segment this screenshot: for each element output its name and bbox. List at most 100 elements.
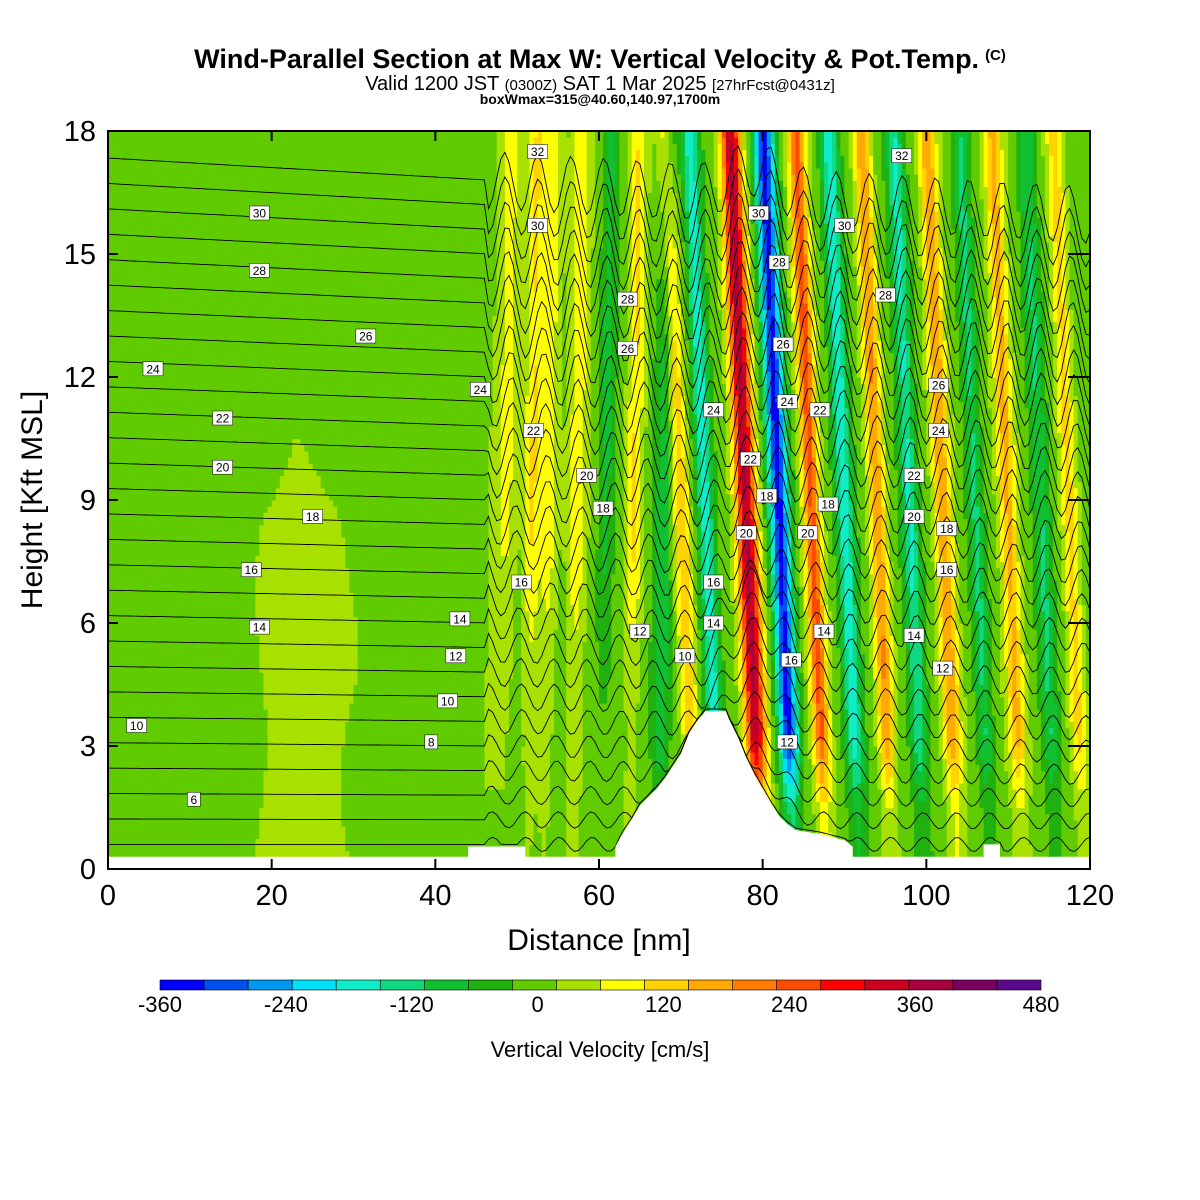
velocity-cell — [230, 223, 236, 230]
velocity-cell — [234, 395, 240, 403]
velocity-cell — [243, 241, 248, 249]
velocity-cell — [161, 407, 166, 415]
velocity-cell — [193, 284, 199, 292]
velocity-cell — [271, 696, 277, 704]
velocity-cell — [243, 340, 248, 347]
velocity-cell — [247, 469, 252, 476]
velocity-cell — [251, 420, 256, 427]
velocity-cell — [157, 592, 162, 599]
velocity-cell — [206, 358, 211, 366]
velocity-cell — [153, 518, 158, 526]
velocity-cell — [140, 284, 146, 292]
velocity-cell — [116, 186, 121, 194]
velocity-cell — [181, 850, 187, 858]
velocity-cell — [210, 180, 215, 187]
velocity-cell — [161, 752, 166, 759]
velocity-cell — [267, 500, 273, 507]
velocity-cell — [169, 432, 175, 440]
velocity-cell — [271, 819, 277, 827]
velocity-cell — [230, 506, 236, 513]
velocity-cell — [234, 776, 240, 784]
velocity-cell — [124, 438, 130, 446]
velocity-cell — [116, 407, 121, 415]
velocity-cell — [124, 143, 130, 151]
velocity-cell — [267, 235, 273, 243]
velocity-cell — [210, 303, 215, 310]
velocity-cell — [222, 801, 228, 809]
velocity-cell — [267, 413, 273, 421]
velocity-cell — [132, 733, 138, 741]
velocity-cell — [185, 586, 191, 593]
velocity-cell — [173, 807, 179, 815]
velocity-cell — [185, 463, 191, 470]
velocity-cell — [169, 684, 175, 692]
velocity-cell — [251, 610, 256, 618]
velocity-cell — [157, 352, 162, 360]
velocity-cell — [218, 543, 224, 550]
velocity-cell — [140, 340, 146, 347]
velocity-cell — [189, 198, 195, 206]
velocity-cell — [234, 752, 240, 759]
velocity-cell — [169, 247, 175, 255]
velocity-cell — [173, 813, 179, 821]
velocity-cell — [157, 795, 162, 802]
velocity-cell — [202, 702, 207, 710]
velocity-cell — [181, 413, 187, 421]
velocity-cell — [153, 284, 158, 292]
velocity-cell — [153, 653, 158, 661]
velocity-cell — [128, 297, 134, 304]
velocity-cell — [177, 616, 183, 624]
velocity-cell — [112, 555, 117, 563]
velocity-cell — [185, 155, 191, 163]
velocity-cell — [144, 149, 150, 157]
velocity-cell — [218, 204, 224, 212]
velocity-cell — [271, 659, 277, 667]
velocity-cell — [112, 746, 117, 753]
velocity-cell — [222, 666, 228, 673]
velocity-cell — [193, 254, 199, 261]
velocity-cell — [161, 217, 166, 224]
velocity-cell — [116, 844, 121, 852]
velocity-cell — [173, 641, 179, 649]
velocity-cell — [169, 290, 175, 298]
velocity-cell — [136, 407, 142, 415]
velocity-cell — [124, 579, 130, 587]
velocity-cell — [169, 487, 175, 495]
velocity-cell — [165, 635, 170, 643]
velocity-cell — [136, 395, 142, 403]
velocity-cell — [222, 235, 228, 243]
velocity-cell — [251, 241, 256, 249]
velocity-cell — [255, 832, 260, 839]
velocity-cell — [275, 592, 281, 599]
velocity-cell — [259, 696, 265, 704]
velocity-cell — [173, 327, 179, 335]
velocity-cell — [165, 198, 170, 206]
velocity-cell — [148, 598, 154, 606]
velocity-cell — [218, 549, 224, 556]
velocity-cell — [136, 444, 142, 452]
velocity-cell — [243, 389, 248, 397]
velocity-cell — [153, 819, 158, 827]
velocity-cell — [193, 383, 199, 390]
velocity-cell — [193, 438, 199, 446]
velocity-cell — [222, 641, 228, 649]
velocity-cell — [271, 530, 277, 538]
velocity-cell — [247, 131, 252, 138]
velocity-cell — [124, 690, 130, 698]
velocity-cell — [128, 395, 134, 403]
velocity-cell — [128, 266, 134, 274]
velocity-cell — [193, 272, 199, 280]
velocity-cell — [255, 733, 260, 741]
velocity-cell — [169, 401, 175, 409]
velocity-cell — [153, 758, 158, 766]
velocity-cell — [132, 475, 138, 483]
velocity-cell — [165, 746, 170, 753]
velocity-cell — [165, 819, 170, 827]
velocity-cell — [120, 235, 125, 243]
velocity-cell — [255, 432, 260, 440]
velocity-cell — [193, 506, 199, 513]
velocity-cell — [255, 641, 260, 649]
velocity-cell — [132, 358, 138, 366]
velocity-cell — [222, 143, 228, 151]
velocity-cell — [157, 672, 162, 679]
